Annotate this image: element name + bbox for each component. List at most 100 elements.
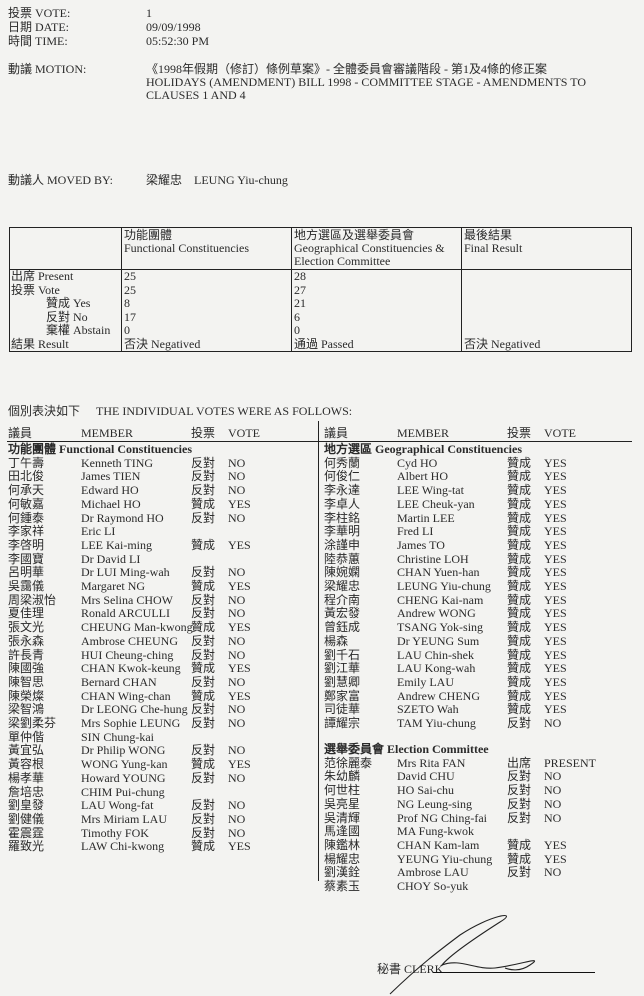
column-header-zh: 最後結果 [464,228,513,242]
functional-value: 8 [124,296,130,310]
vote-zh: 反對 [191,798,216,813]
member-name-en: CHOY So-yuk [397,879,469,893]
member-name-zh: 陳國強 [8,661,45,676]
member-row: 何承天 Edward HO 反對 NO [8,484,308,498]
row-label: 贊成 Yes [46,296,91,310]
member-name-en: LEE Wing-tat [397,483,464,498]
vote-zh: 贊成 [507,837,532,852]
vote-zh: 反對 [191,633,216,648]
vote-zh: 反對 [191,674,216,689]
member-name-en: LEUNG Yiu-chung [397,579,491,593]
member-name-zh: 涂謹申 [324,537,361,552]
vote-en: YES [228,579,251,593]
vote-zh: 贊成 [507,633,532,648]
member-name-en: CHENG Kai-nam [397,592,484,607]
vote-en: YES [544,469,567,484]
vote-zh: 贊成 [507,620,532,635]
vote-en: NO [228,770,246,785]
vote-en: YES [544,837,567,852]
vote-zh: 贊成 [507,510,532,525]
member-name-zh: 楊森 [324,633,349,648]
member-name-en: Howard YOUNG [81,770,166,785]
member-name-en: CHAN Kwok-keung [81,661,181,676]
vote-en: NO [228,455,246,470]
row-label: 投票 Vote [11,282,60,297]
member-name-zh: 楊孝華 [8,770,45,785]
member-row: 許長青 HUI Cheung-ching 反對 NO [8,647,308,663]
member-name-en: James TIEN [81,469,141,484]
vote-zh: 反對 [191,469,216,484]
vote-zh: 反對 [191,702,216,717]
moved-by-value: 梁耀忠 LEUNG Yiu-chung [146,173,288,187]
member-name-zh: 李永達 [324,483,361,498]
member-name-en: LAU Wong-fat [81,798,154,813]
vote-zh: 贊成 [507,469,532,484]
member-row: 梁劉柔芬 Mrs Sophie LEUNG 反對 NO [8,717,308,731]
vote-en: YES [228,661,251,676]
member-name-zh: 鄭家富 [324,688,361,703]
member-name-zh: 吳靄儀 [8,579,45,593]
member-name-zh: 曾鈺成 [324,620,361,635]
col-header-vote-zh: 投票 [191,426,216,440]
member-row: 李啓明 LEE Kai-ming 贊成 YES [8,537,308,553]
member-name-en: Prof NG Ching-fai [397,810,487,825]
vote-zh: 贊成 [191,537,216,552]
vote-zh: 反對 [191,510,216,525]
section-title-functional: 功能團體 Functional Constituencies [8,442,193,456]
vote-zh: 贊成 [507,674,532,689]
member-name-en: Bernard CHAN [81,674,157,689]
vote-en: NO [544,769,562,784]
member-row: 梁耀忠 LEUNG Yiu-chung 贊成 YES [324,580,624,594]
member-name-zh: 譚耀宗 [324,716,361,730]
member-name-en: HUI Cheung-ching [81,647,174,662]
vote-en: NO [228,716,246,730]
member-name-zh: 范徐麗泰 [324,755,373,770]
col-header-zh: 議員 [324,426,349,440]
vote-zh: 贊成 [507,647,532,662]
member-row: 楊森 Dr YEUNG Sum 贊成 YES [324,633,624,649]
vote-zh: 贊成 [507,565,532,580]
vote-zh: 反對 [191,606,216,621]
vote-en: YES [544,702,567,717]
member-name-zh: 吳清輝 [324,810,361,825]
member-name-en: David CHU [397,769,455,784]
member-name-en: HO Sai-chu [397,783,454,798]
member-name-en: Fred LI [397,524,434,539]
member-name-zh: 李卓人 [324,496,361,511]
moved-by-label: 動議人 MOVED BY: [8,173,113,187]
member-row: 程介南 CHENG Kai-nam 贊成 YES [324,592,624,608]
member-name-zh: 黃宏發 [324,606,361,621]
member-row: 劉慧卿 Emily LAU 贊成 YES [324,674,624,690]
member-name-zh: 周梁淑怡 [8,592,57,607]
member-name-zh: 張文光 [8,620,45,635]
vote-en: NO [544,796,562,811]
vote-number: 1 [146,6,152,20]
member-name-en: LAU Kong-wah [397,661,476,676]
vote-en: NO [228,565,246,580]
member-name-zh: 馬逢國 [324,824,361,839]
column-header-en: Geographical Constituencies & [294,241,445,255]
col-header-vote: VOTE [228,426,260,440]
vote-en: NO [544,865,562,880]
member-name-zh: 梁智鴻 [8,702,45,717]
vote-zh: 反對 [507,769,532,784]
member-name-zh: 梁耀忠 [324,579,361,593]
vote-en: YES [544,606,567,621]
vote-en: YES [544,579,567,593]
vote-en: NO [228,702,246,717]
member-name-en: TAM Yiu-chung [397,716,476,730]
vote-zh: 反對 [191,825,216,840]
vote-en: YES [544,537,567,552]
member-name-zh: 劉漢銓 [324,865,361,880]
member-name-en: LAU Chin-shek [397,647,474,662]
geographical-value: 0 [294,323,300,337]
member-name-zh: 李柱銘 [324,510,361,525]
vote-en: YES [544,633,567,648]
member-name-zh: 何鍾泰 [8,510,45,525]
vote-zh: 贊成 [507,537,532,552]
member-name-zh: 劉慧卿 [324,674,361,689]
member-row: 劉千石 LAU Chin-shek 贊成 YES [324,647,624,663]
vote-label: 投票 VOTE: [8,6,71,20]
vote-en: NO [228,825,246,840]
member-row: 范徐麗泰 Mrs Rita FAN 出席 PRESENT [324,755,624,771]
